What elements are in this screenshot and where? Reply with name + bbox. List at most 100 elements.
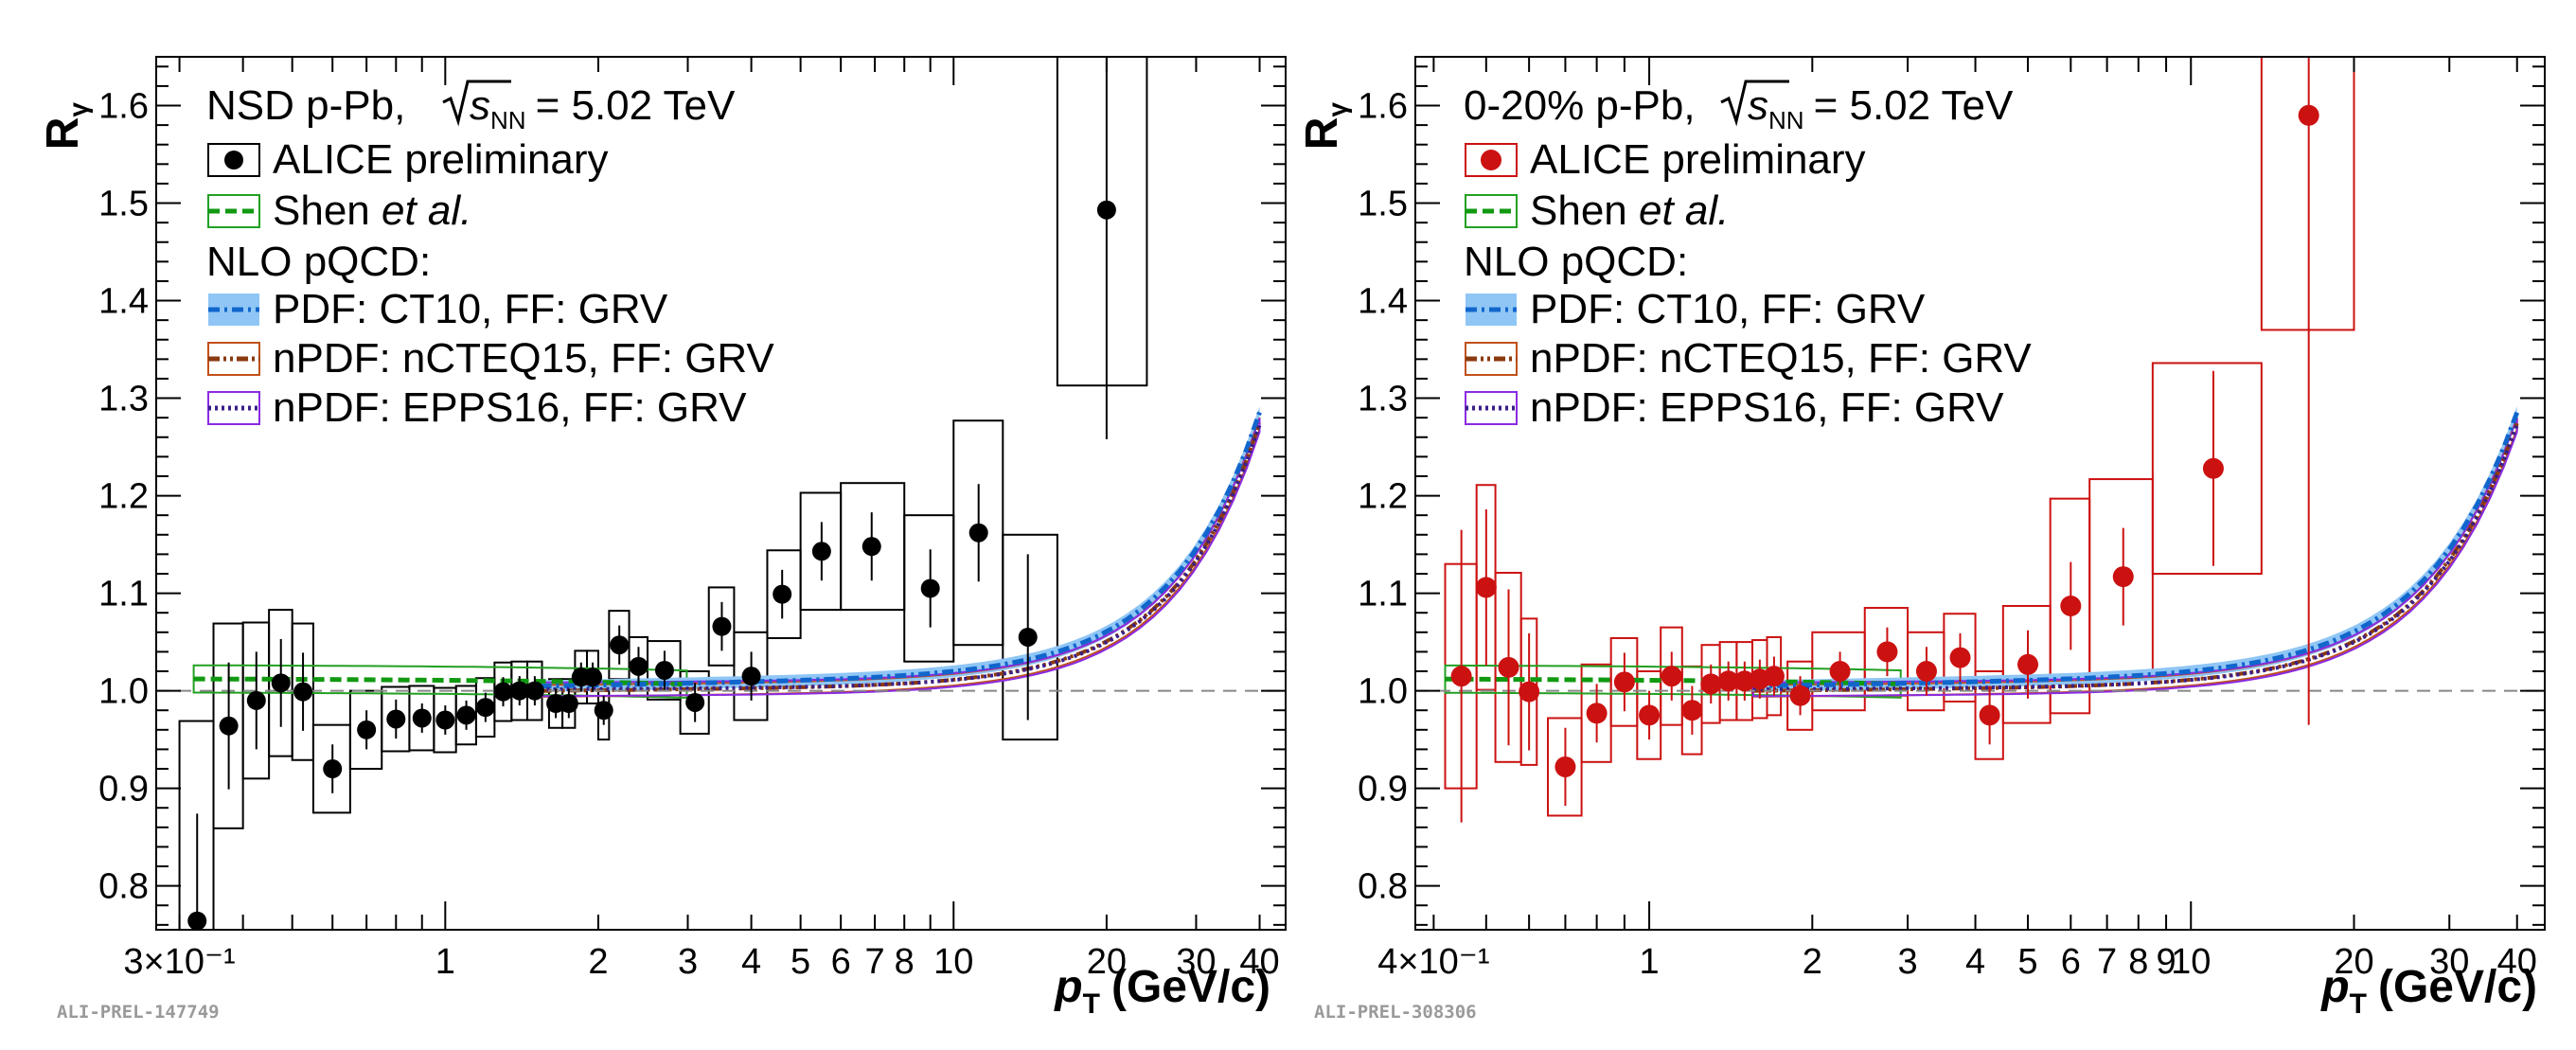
data-point-right-9	[1681, 700, 1703, 721]
sys-box-right-24	[2151, 362, 2263, 575]
x-tick-label-left-6: 6	[831, 942, 851, 982]
legend-text-nlo-right: NLO pQCD:	[1464, 239, 1688, 285]
sys-box-right-19	[1943, 613, 1977, 703]
y-tick-label-left-1: 0.9	[98, 770, 149, 810]
band-epps-right	[1752, 418, 2518, 698]
ticks-left	[156, 57, 1286, 930]
legend-text-ct10-left: PDF: CT10, FF: GRV	[273, 286, 668, 332]
data-point-left-15	[546, 694, 566, 714]
x-tick-label-left-4: 4	[741, 942, 761, 982]
x-axis-title-right: pT (GeV/c)	[2319, 962, 2537, 1020]
y-axis-title-left: Rγ	[38, 102, 93, 151]
data-point-left-26	[773, 584, 792, 604]
data-point-right-14	[1763, 666, 1785, 687]
data-point-left-4	[293, 682, 313, 702]
data-point-left-3	[271, 673, 291, 693]
data-point-right-0	[1450, 666, 1472, 687]
data-point-right-16	[1829, 661, 1851, 683]
prelim-tag-right: ALI-PREL-308306	[1314, 1002, 1477, 1023]
sys-box-left-30	[952, 419, 1004, 647]
data-point-right-19	[1949, 647, 1971, 668]
ticks-right	[1415, 57, 2545, 930]
x-tick-label-left-10: 20	[1087, 942, 1127, 982]
data-point-right-2	[1498, 656, 1519, 678]
x-tick-label-right-0: 4×10⁻¹	[1377, 942, 1489, 982]
data-point-left-7	[386, 709, 406, 729]
band-shen-left	[192, 664, 688, 700]
x-tick-label-left-1: 1	[435, 942, 455, 982]
theory-lines-right	[1445, 411, 2520, 693]
line-ncteq-right	[1752, 422, 2519, 693]
data-point-left-6	[357, 720, 377, 739]
data-point-right-15	[1789, 685, 1811, 706]
x-tick-label-right-8: 8	[2128, 942, 2148, 982]
data-point-right-6	[1613, 671, 1635, 693]
data-point-left-16	[559, 694, 578, 714]
y-axis-title-right: Rγ	[1297, 102, 1352, 151]
legend-text-epps-right: nPDF: EPPS16, FF: GRV	[1530, 384, 2004, 431]
data-point-left-13	[509, 681, 529, 701]
y-tick-label-right-1: 0.9	[1358, 770, 1408, 810]
theory-lines-left	[193, 411, 1262, 693]
y-tick-label-left-0: 0.8	[98, 867, 149, 907]
data-point-right-20	[1979, 704, 2000, 726]
x-tick-label-right-11: 20	[2334, 942, 2373, 982]
x-tick-label-left-2: 2	[588, 942, 608, 982]
y-tick-label-left-6: 1.4	[98, 282, 149, 322]
tick-labels-right: 0.8 0.9 1.0 1.1 1.2 1.3 1.4 1.5 1.6 4×10⁻¹ 1 2 3 4 5 6 7…	[1358, 87, 2537, 982]
data-point-right-18	[1915, 661, 1937, 683]
x-tick-label-right-13: 40	[2497, 942, 2537, 982]
data-point-right-22	[2060, 595, 2082, 616]
y-tick-label-right-0: 0.8	[1358, 867, 1408, 907]
y-tick-label-right-4: 1.2	[1358, 477, 1408, 517]
sys-box-left-4	[291, 622, 314, 761]
data-point-left-23	[685, 692, 705, 712]
data-point-left-18	[583, 667, 603, 687]
sqrt-symbol-left	[442, 80, 511, 127]
x-tick-label-right-5: 5	[2017, 942, 2037, 982]
y-tick-label-left-7: 1.5	[98, 185, 149, 224]
system-label-right: 0-20% p-Pb,	[1464, 82, 1696, 129]
data-point-left-27	[811, 542, 831, 561]
data-point-left-28	[862, 537, 881, 557]
data-point-left-31	[1018, 627, 1038, 647]
y-tick-label-left-5: 1.3	[98, 380, 149, 419]
y-tick-label-right-8: 1.6	[1358, 87, 1408, 127]
legend-marker-data-left	[224, 151, 243, 169]
data-point-right-12	[1733, 670, 1755, 692]
legend-marker-box-data-right	[1465, 143, 1518, 177]
data-point-left-20	[610, 635, 630, 655]
data-point-left-0	[187, 911, 207, 931]
data-point-left-29	[920, 578, 940, 598]
legend-marker-box-data-left	[207, 143, 260, 177]
y-tick-label-left-2: 1.0	[98, 672, 149, 712]
theory-bands-left	[192, 406, 1261, 700]
data-point-right-24	[2202, 457, 2224, 479]
energy-label-left: sNN = 5.02 TeV	[470, 82, 736, 134]
y-tick-label-right-6: 1.4	[1358, 282, 1408, 322]
x-tick-label-right-3: 3	[1897, 942, 1917, 982]
x-tick-label-right-6: 6	[2061, 942, 2081, 982]
x-tick-label-right-10: 10	[2171, 942, 2211, 982]
data-point-left-11	[475, 698, 495, 718]
y-tick-label-right-2: 1.0	[1358, 672, 1408, 712]
data-point-left-19	[594, 701, 613, 721]
data-point-left-5	[323, 759, 343, 779]
line-ct10-left	[540, 411, 1262, 689]
y-tick-label-left-3: 1.1	[98, 575, 149, 614]
sys-box-left-23	[679, 670, 710, 735]
x-tick-label-left-9: 10	[933, 942, 973, 982]
tick-labels-left: 0.8 0.9 1.0 1.1 1.2 1.3 1.4 1.5 1.6 3×10⁻¹ 1 2 3 4 5 6 7…	[98, 87, 1280, 982]
plot-frame-right	[1414, 56, 2546, 931]
x-tick-label-right-1: 1	[1639, 942, 1659, 982]
x-tick-label-left-5: 5	[791, 942, 810, 982]
x-tick-label-left-3: 3	[678, 942, 698, 982]
x-tick-label-right-7: 7	[2097, 942, 2117, 982]
line-ct10-right	[1752, 411, 2520, 689]
legend-text-ncteq-right: nPDF: nCTEQ15, FF: GRV	[1530, 335, 2032, 382]
data-point-left-30	[968, 523, 988, 543]
data-point-left-10	[456, 705, 476, 725]
data-point-left-1	[219, 716, 239, 736]
data-point-right-11	[1717, 670, 1739, 692]
legend-left: NSD p-Pb, sNN = 5.02 TeV ALICE preliminar…	[206, 80, 774, 431]
